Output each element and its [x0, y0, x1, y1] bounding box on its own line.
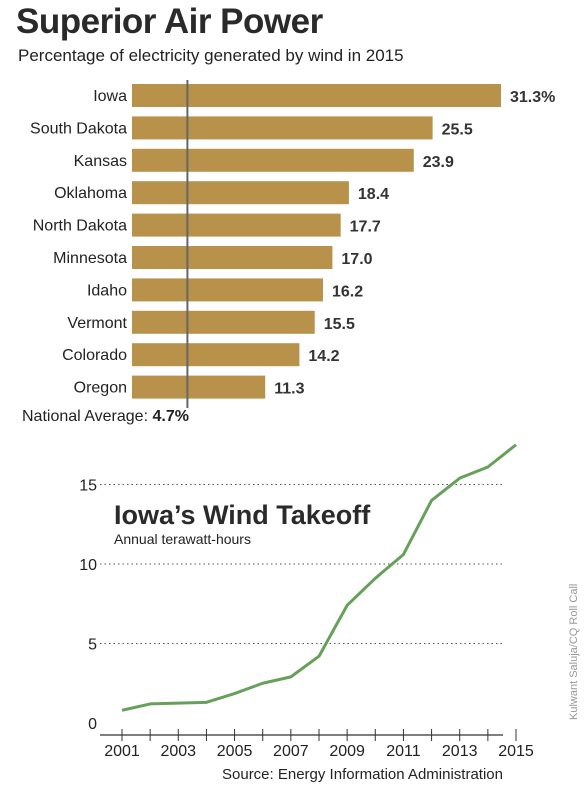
- value-label: 15.5: [324, 316, 355, 333]
- line-chart-subtitle: Annual terawatt-hours: [114, 531, 251, 547]
- national-average-value: 4.7%: [152, 408, 189, 425]
- category-label: Oregon: [74, 380, 127, 397]
- bar-chart: Iowa 31.3% South Dakota 25.5 Kansas 23.9 Oklah…: [30, 80, 555, 408]
- y-tick-label: 15: [79, 478, 97, 495]
- category-label: Colorado: [62, 347, 127, 364]
- bar-iowa: [132, 84, 501, 107]
- x-tick-label: 2009: [329, 743, 365, 760]
- value-label: 18.4: [358, 186, 389, 203]
- chart-subtitle: Percentage of electricity generated by w…: [18, 46, 404, 65]
- category-label: Vermont: [67, 315, 127, 332]
- category-label: North Dakota: [33, 218, 127, 235]
- photo-credit: Kulwant Saluja/CQ Roll Call: [568, 583, 580, 720]
- value-label: 16.2: [332, 283, 363, 300]
- national-average-text: National Average:: [22, 408, 149, 425]
- bar-oklahoma: [132, 181, 349, 205]
- bar-south-dakota: [132, 116, 433, 140]
- y-tick-label: 0: [88, 716, 97, 733]
- x-tick-label: 2013: [442, 743, 478, 760]
- value-label: 14.2: [308, 348, 339, 365]
- category-label: Idaho: [87, 282, 127, 299]
- bar-idaho: [132, 278, 323, 302]
- value-label: 23.9: [423, 154, 454, 171]
- category-label: Minnesota: [53, 250, 127, 267]
- x-tick-label: 2003: [160, 743, 196, 760]
- category-label: Oklahoma: [54, 185, 127, 202]
- bar-oregon: [132, 375, 266, 399]
- x-tick-label: 2015: [498, 743, 534, 760]
- bar-colorado: [132, 343, 300, 367]
- x-tick-label: 2007: [273, 743, 309, 760]
- source-note: Source: Energy Information Administratio…: [222, 766, 503, 783]
- value-label: 17.0: [341, 251, 372, 268]
- x-tick-label: 2001: [104, 743, 140, 760]
- line-chart-title: Iowa’s Wind Takeoff: [114, 500, 371, 530]
- x-tick-label: 2011: [386, 743, 421, 760]
- x-tick-label: 2005: [217, 743, 253, 760]
- value-label: 17.7: [350, 219, 381, 236]
- value-label: 25.5: [442, 121, 473, 138]
- category-label: Kansas: [74, 153, 127, 170]
- y-tick-label: 5: [88, 637, 97, 654]
- value-label: 11.3: [274, 381, 304, 398]
- bar-kansas: [132, 148, 414, 172]
- chart-title: Superior Air Power: [16, 2, 323, 41]
- bar-north-dakota: [132, 213, 341, 237]
- bar-vermont: [132, 310, 315, 334]
- bar-minnesota: [132, 246, 333, 269]
- national-average-label: National Average: 4.7%: [22, 408, 189, 426]
- value-label: 31.3%: [510, 89, 555, 106]
- category-label: Iowa: [93, 88, 127, 105]
- category-label: South Dakota: [30, 120, 127, 137]
- y-tick-label: 10: [79, 557, 97, 574]
